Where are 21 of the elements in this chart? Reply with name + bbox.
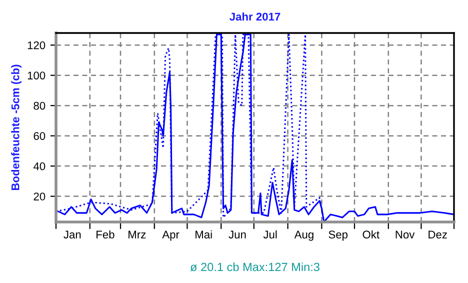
x-tick-label: Jan — [64, 230, 81, 238]
x-tick-label: Okt — [362, 230, 380, 238]
y-tick-label: 80 — [34, 102, 46, 110]
x-tick-label: Feb — [96, 230, 114, 238]
y-axis-title: Bodenfeuchte -5cm (cb) — [11, 64, 22, 190]
x-tick-label: Jun — [228, 230, 246, 238]
x-tick-label: Dez — [428, 230, 447, 238]
y-tick-label: 120 — [28, 41, 46, 50]
x-tick-label: Nov — [396, 230, 415, 238]
y-tick-label: 60 — [34, 132, 46, 140]
x-tick-label: Mai — [196, 230, 212, 238]
x-tick-label: Mrz — [128, 230, 146, 238]
x-tick-label: Jul — [263, 230, 277, 238]
x-tick-label: Aug — [294, 230, 314, 241]
y-tick-label: 20 — [34, 192, 46, 200]
y-tick-label: 40 — [33, 162, 46, 170]
chart-title: Jahr 2017 — [230, 12, 280, 21]
x-tick-label: Apr — [162, 230, 180, 241]
x-tick-label: Sep — [328, 230, 348, 241]
text: ø 20.1 cb Max:127 Min:3 — [190, 262, 320, 272]
y-tick-label: 100 — [28, 72, 46, 80]
